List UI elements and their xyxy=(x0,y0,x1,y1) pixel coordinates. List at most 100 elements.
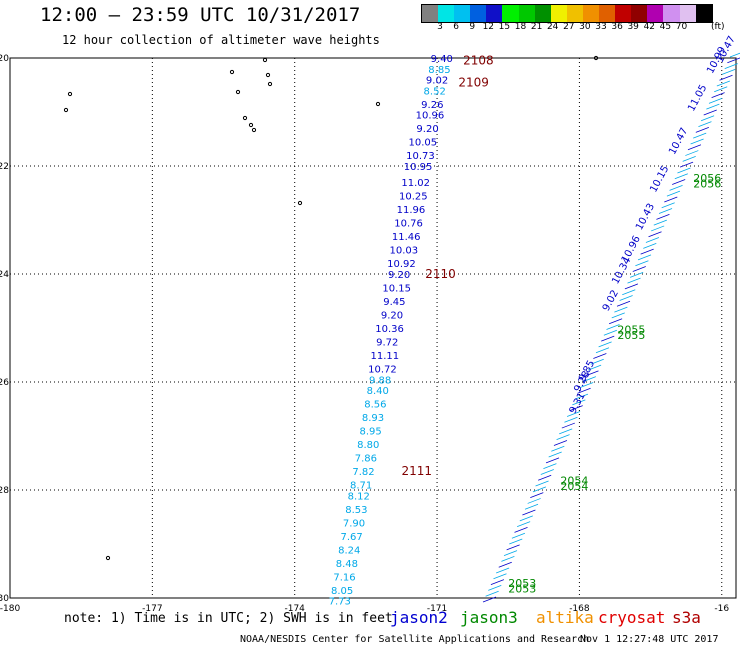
jason-track-tick xyxy=(693,132,707,139)
colorbar-label: 70 xyxy=(675,22,688,32)
jason-track-tick xyxy=(682,155,696,162)
colorbar-label: 42 xyxy=(643,22,656,32)
jason-track-tick xyxy=(603,329,618,336)
jason-track-tick xyxy=(559,428,573,435)
colorbar-cell xyxy=(647,5,664,22)
jason-track-tick xyxy=(522,509,536,516)
jason-track-tick xyxy=(574,393,589,400)
y-tick-label: -20 xyxy=(0,54,9,64)
jason-track-tick xyxy=(572,399,586,406)
cryosat-swh-label: 8.93 xyxy=(362,413,384,424)
jason-track-tick xyxy=(706,103,720,110)
colorbar-cell xyxy=(679,5,696,22)
cryosat-swh-label: 9.72 xyxy=(376,338,398,349)
jason-track-tick xyxy=(700,115,715,122)
colorbar xyxy=(421,4,713,23)
island-outline xyxy=(242,115,248,121)
colorbar-cell xyxy=(615,5,632,22)
jason-track-tick xyxy=(640,248,654,255)
satellite-legend-cryosat: cryosat xyxy=(598,608,666,627)
cryosat-swh-label: 7.16 xyxy=(333,572,355,583)
jason-track-tick xyxy=(608,318,623,325)
jason-track-tick xyxy=(556,434,570,441)
jason-track-tick xyxy=(627,277,641,284)
cryosat-swh-label: 10.95 xyxy=(404,162,433,173)
cryosat-swh-label: 8.85 xyxy=(428,65,450,76)
colorbar-label: 45 xyxy=(659,22,672,32)
jason2-swh-label: 9.28 xyxy=(572,369,592,394)
y-tick-label: -30 xyxy=(0,594,9,604)
jason-track-tick xyxy=(624,283,639,290)
jason-track-tick xyxy=(729,52,740,58)
colorbar-cell xyxy=(695,5,712,22)
jason-track-tick xyxy=(501,556,515,562)
jason2-swh-label: 10.47 xyxy=(667,126,690,156)
jason-track-tick xyxy=(551,445,565,452)
jason-track-tick xyxy=(703,109,717,116)
cryosat-pass-label: 2109 xyxy=(458,75,489,89)
jason-track-tick xyxy=(666,190,681,197)
jason-track-tick xyxy=(569,405,583,412)
cryosat-swh-label: 8.05 xyxy=(331,586,353,597)
y-tick-label: -26 xyxy=(0,378,9,388)
cryosat-swh-label: 10.36 xyxy=(375,324,404,335)
jason-track-tick xyxy=(540,469,554,475)
colorbar-unit: (ft) xyxy=(711,22,725,32)
jason-track-tick xyxy=(637,254,652,261)
colorbar-cell xyxy=(582,5,600,22)
jason-track-tick xyxy=(582,376,596,383)
colorbar-cell xyxy=(486,5,503,22)
jason-track-tick xyxy=(661,202,675,209)
jason-track-tick xyxy=(653,219,667,226)
jason-track-tick xyxy=(593,353,607,359)
cryosat-swh-label: 7.73 xyxy=(329,597,351,608)
colorbar-cell xyxy=(422,5,439,22)
colorbar-label: 6 xyxy=(453,22,459,32)
jason-track-tick xyxy=(524,503,539,510)
cryosat-swh-label: 10.25 xyxy=(399,192,428,203)
jason-track-tick xyxy=(695,126,709,133)
jason-track-tick xyxy=(530,492,544,499)
island-outline xyxy=(105,555,111,561)
jason-track-tick xyxy=(651,225,665,232)
colorbar-cell xyxy=(550,5,567,22)
cryosat-swh-label: 7.86 xyxy=(355,454,377,465)
y-tick-label: -24 xyxy=(0,270,9,280)
jason-track-tick xyxy=(577,387,591,394)
jason-track-tick xyxy=(606,324,620,330)
cryosat-swh-label: 9.88 xyxy=(369,375,391,386)
footer-note: note: 1) Time is in UTC; 2) SWH is in fe… xyxy=(64,611,393,626)
satellite-legend-jason3: jason3 xyxy=(460,608,518,627)
jason-track-tick xyxy=(564,416,578,423)
cryosat-pass-label: 2111 xyxy=(401,464,432,478)
island-outline xyxy=(248,122,254,128)
cryosat-swh-label: 9.26 xyxy=(421,100,443,111)
cryosat-swh-label: 10.73 xyxy=(406,151,435,162)
map-frame xyxy=(9,57,737,599)
jason2-swh-label: 10.43 xyxy=(634,202,657,232)
jason-track-tick xyxy=(622,289,636,296)
jason-track-tick xyxy=(727,57,740,64)
jason-track-tick xyxy=(590,358,604,365)
jason-track-tick xyxy=(674,173,688,180)
jason3-pass-label: 2054 xyxy=(560,475,588,488)
island-outline xyxy=(67,91,73,97)
cryosat-swh-label: 10.76 xyxy=(394,219,423,230)
cryosat-pass-label: 2110 xyxy=(425,267,456,281)
jason2-swh-label: 10.15 xyxy=(648,164,671,194)
jason-track-tick xyxy=(506,544,520,551)
jason-track-tick xyxy=(490,579,505,585)
cryosat-swh-label: 9.20 xyxy=(388,270,410,281)
jason-track-tick xyxy=(553,440,568,446)
jason-track-tick xyxy=(714,86,728,93)
jason-track-tick xyxy=(669,184,683,191)
jason-track-tick xyxy=(648,231,662,238)
jason-track-tick xyxy=(643,242,657,249)
jason3-pass-label: 2055 xyxy=(617,323,645,336)
cryosat-swh-label: 8.53 xyxy=(345,505,367,516)
colorbar-cell xyxy=(438,5,455,22)
colorbar-label: 30 xyxy=(579,22,591,32)
cryosat-swh-label: 8.48 xyxy=(336,559,358,570)
cryosat-swh-label: 8.80 xyxy=(357,440,379,451)
jason-track-tick xyxy=(645,237,660,243)
